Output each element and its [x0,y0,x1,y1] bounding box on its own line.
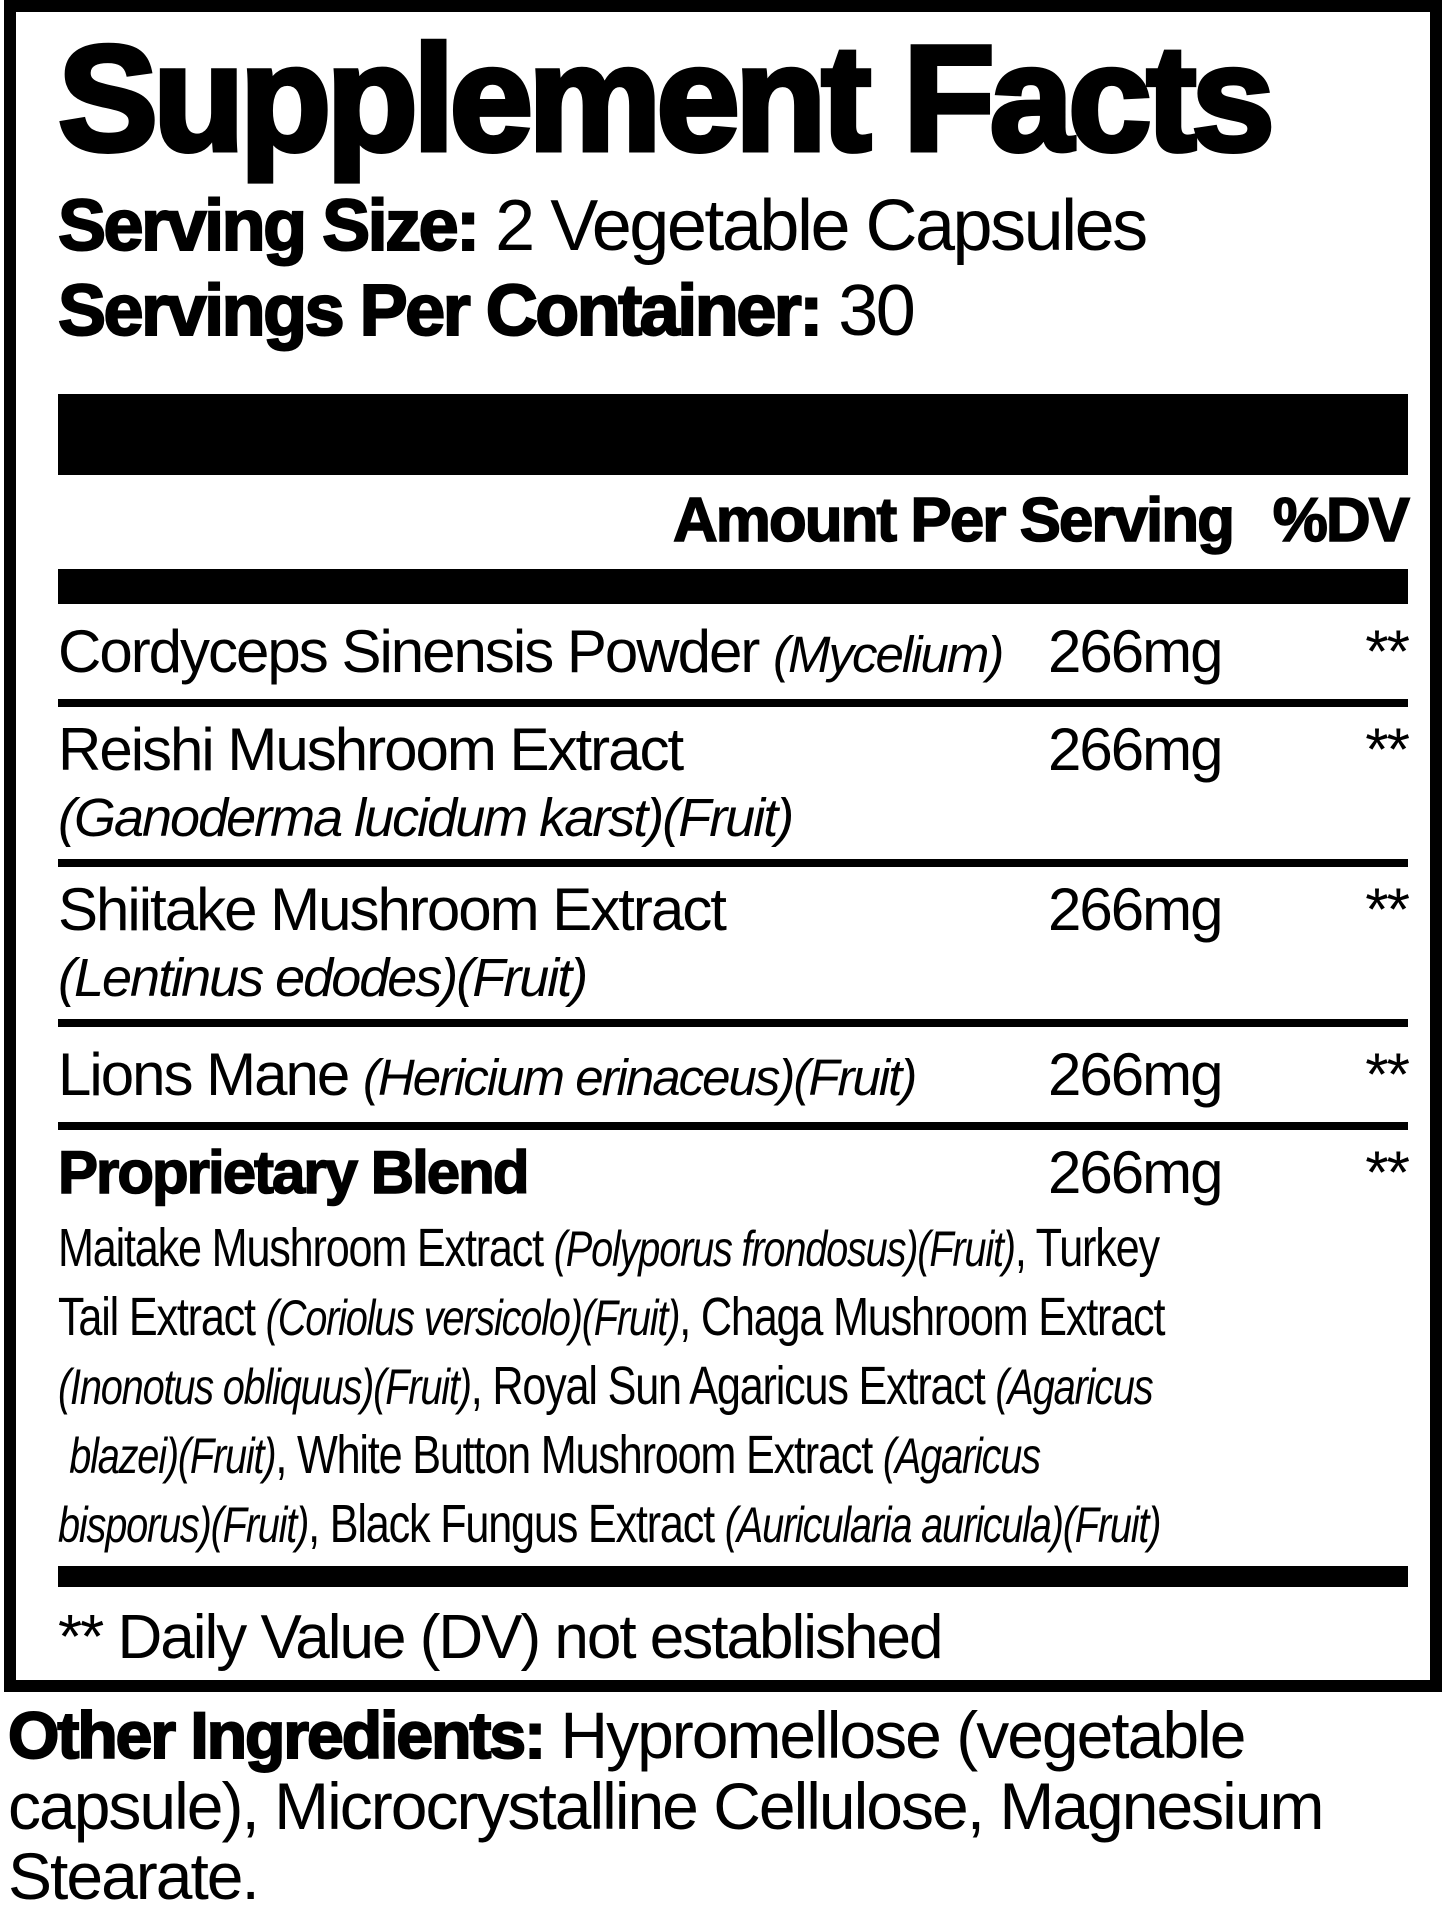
other-ingredients-label: Other Ingredients: [7,1698,547,1772]
ingredient-name: Lions Mane (Hericium erinaceus)(Fruit) [58,1040,1048,1110]
blend-text: , Black Fungus Extract [308,1494,725,1555]
row-divider [58,699,1408,708]
ingredient-name: Cordyceps Sinensis Powder (Mycelium) [58,617,1048,687]
blend-text: , Chaga Mushroom Extract [679,1287,1165,1348]
ingredient-latin-name: (Lentinus edodes)(Fruit) [58,947,588,1008]
table-row-proprietary-blend: Proprietary Blend 266mg ** Maitake Mushr… [57,1130,1410,1562]
blend-latin: (Polyporus frondosus)(Fruit) [553,1220,1016,1277]
ingredient-dv: ** [1365,1040,1410,1108]
blend-line: (Inonotus obliquus)(Fruit), Royal Sun Ag… [58,1352,1154,1421]
blend-text: Tail Extract [58,1287,266,1348]
serving-size-value: 2 Vegetable Capsules [477,186,1148,266]
blend-latin: (Agaricus [882,1428,1041,1485]
ingredient-amount: 266mg [1048,876,1223,944]
blend-latin: (Agaricus [995,1359,1153,1416]
blend-text: , Royal Sun Agaricus Extract [470,1356,996,1417]
ingredient-latin-name: (Hericium erinaceus)(Fruit) [362,1048,917,1106]
percent-dv-header: %DV [1272,485,1411,555]
ingredient-name: Reishi Mushroom Extract [58,716,684,784]
serving-info: Serving Size: 2 Vegetable Capsules Servi… [57,184,1408,354]
blend-latin: blazei)(Fruit) [69,1428,276,1485]
ingredient-latin-name: (Ganoderma lucidum karst)(Fruit) [58,788,794,848]
row-divider [58,1122,1408,1131]
ingredient-main-line: Proprietary Blend 266mg ** [57,1130,1410,1208]
blend-line: blazei)(Fruit), White Button Mushroom Ex… [58,1421,1138,1490]
blend-line: Maitake Mushroom Extract (Polyporus fron… [58,1214,1160,1283]
row-divider [58,859,1408,868]
blend-latin: (Auricularia auricula)(Fruit) [724,1497,1162,1554]
ingredient-name-text: Cordyceps Sinensis Powder [58,617,774,685]
ingredient-main-line: Reishi Mushroom Extract 266mg ** [58,707,1410,785]
ingredient-dv: ** [1365,876,1410,944]
proprietary-blend-description: Maitake Mushroom Extract (Polyporus fron… [58,1214,1408,1562]
table-header-row: Amount Per Serving %DV [58,475,1411,569]
ingredient-amount: 266mg [1048,617,1223,685]
ingredient-name: Proprietary Blend [57,1139,530,1207]
serving-size-label: Serving Size: [57,185,481,267]
blend-latin: (Inonotus obliquus)(Fruit) [58,1359,472,1416]
table-row-lions-mane: Lions Mane (Hericium erinaceus)(Fruit) 2… [58,1027,1410,1123]
ingredient-name-text: Lions Mane [58,1040,363,1108]
ingredient-dv: ** [1365,617,1410,685]
panel-content: Supplement Facts Serving Size: 2 Vegetab… [16,14,1430,1675]
table-row-reishi: Reishi Mushroom Extract 266mg ** (Ganode… [58,707,1410,859]
ingredient-dv: ** [1365,716,1410,784]
blend-line: Tail Extract (Coriolus versicolo)(Fruit)… [58,1283,1165,1352]
blend-latin: bisporus)(Fruit) [58,1497,309,1554]
ingredient-latin-name: (Mycelium) [773,625,1004,683]
ingredient-dv: ** [1365,1139,1410,1207]
servings-per-container-value: 30 [820,270,916,351]
ingredient-amount: 266mg [1048,716,1223,784]
blend-latin: (Coriolus versicolo)(Fruit) [265,1290,681,1347]
table-row-cordyceps: Cordyceps Sinensis Powder (Mycelium) 266… [58,604,1410,700]
divider-bar-small [58,1565,1408,1587]
other-ingredients-text: Hypromellose (vegetable capsule), Microc… [8,1698,1325,1914]
row-divider [58,1018,1408,1027]
ingredient-amount: 266mg [1048,1139,1223,1207]
blend-text: , Turkey [1014,1217,1160,1278]
ingredient-amount: 266mg [1048,1040,1223,1108]
ingredient-main-line: Shiitake Mushroom Extract 266mg ** [58,867,1410,945]
dv-footnote: ** Daily Value (DV) not established [58,1602,943,1672]
divider-bar-medium [58,568,1408,604]
blend-text: Maitake Mushroom Extract [58,1217,554,1278]
blend-text: , White Button Mushroom Extract [275,1425,883,1486]
divider-bar-thick [58,393,1408,475]
amount-per-serving-header: Amount Per Serving [672,485,1236,555]
table-row-shiitake: Shiitake Mushroom Extract 266mg ** (Lent… [58,867,1410,1019]
servings-per-container-label: Servings Per Container: [57,270,824,352]
panel-title: Supplement Facts [56,14,1278,182]
supplement-facts-panel: Supplement Facts Serving Size: 2 Vegetab… [4,0,1442,1692]
serving-size-line: Serving Size: 2 Vegetable Capsules [57,184,1408,269]
blend-line: bisporus)(Fruit), Black Fungus Extract (… [58,1490,1161,1559]
other-ingredients-section: Other Ingredients: Hypromellose (vegetab… [0,1698,1445,1914]
ingredient-name: Shiitake Mushroom Extract [58,876,727,944]
servings-per-container-line: Servings Per Container: 30 [57,269,1408,354]
